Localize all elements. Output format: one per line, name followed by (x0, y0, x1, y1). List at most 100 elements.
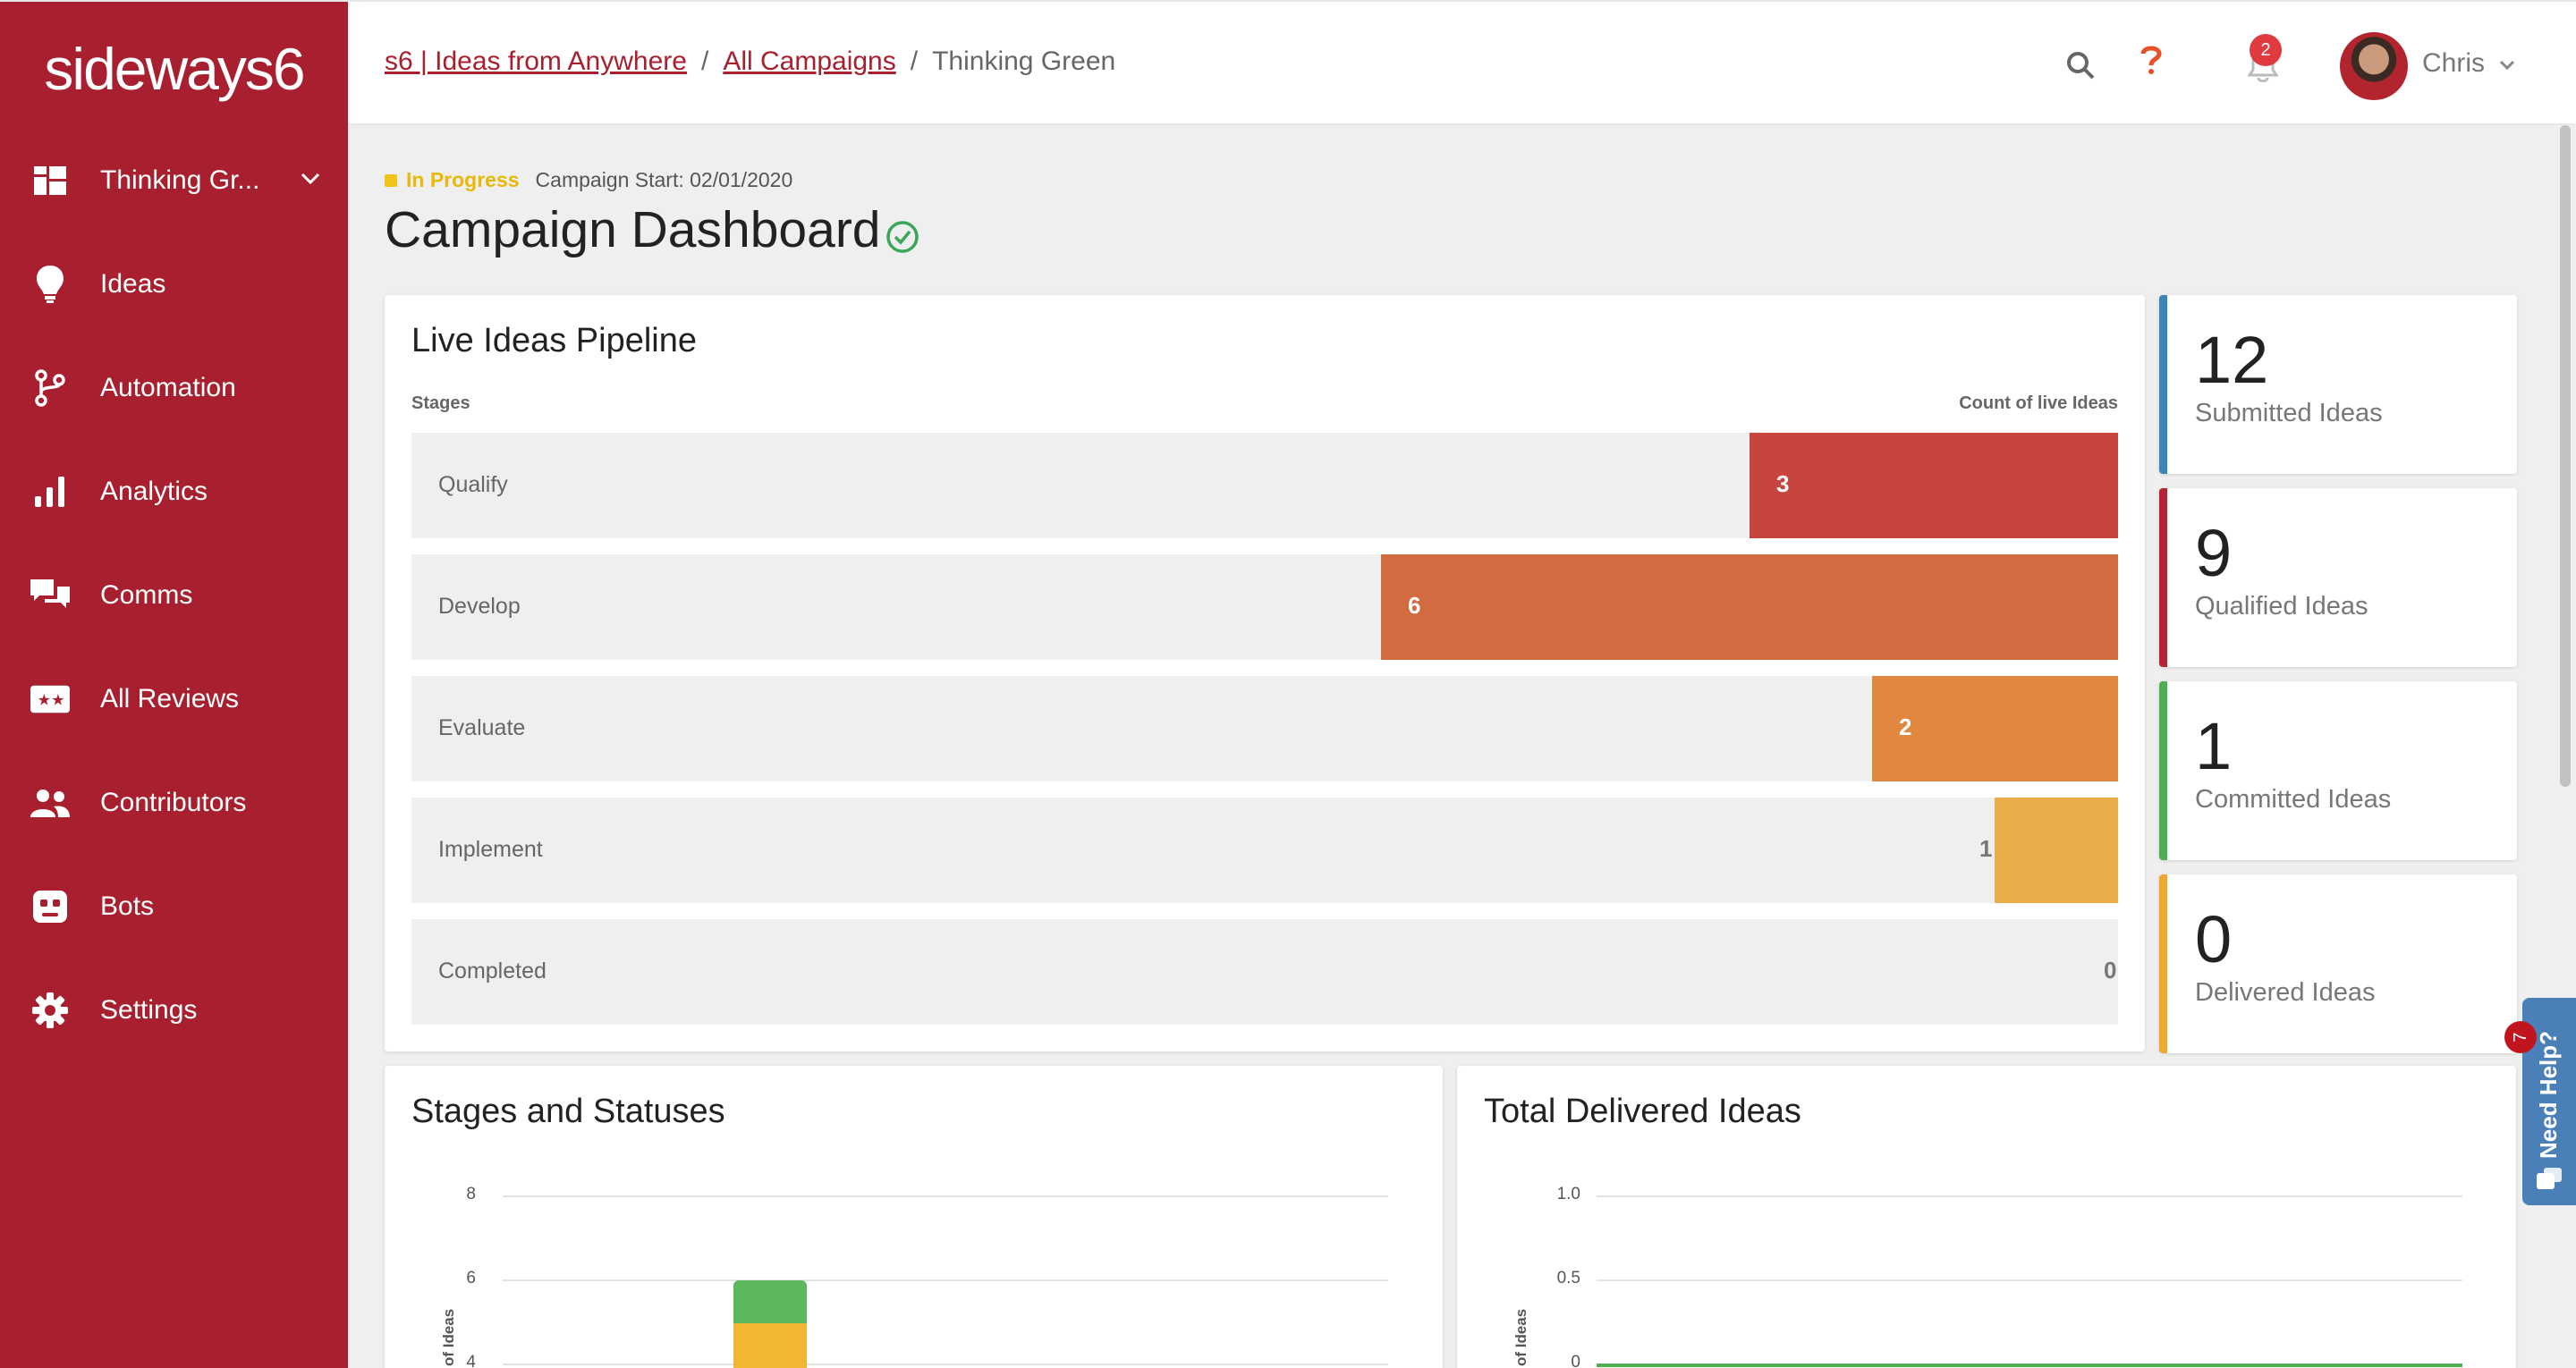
y-tick: 0.5 (1556, 1269, 1580, 1288)
dashboard-icon (30, 161, 70, 200)
stat-value: 0 (2195, 902, 2233, 976)
stat-card-delivered[interactable]: 0 Delivered Ideas (2159, 874, 2517, 1053)
branch-icon (30, 368, 70, 408)
pipeline-row-implement[interactable]: Implement 1 (411, 798, 2118, 903)
chat-bubble-icon (2537, 1168, 2562, 1199)
grid-line (1597, 1279, 2462, 1281)
chevron-down-icon[interactable] (2499, 59, 2515, 75)
pipeline-row-develop[interactable]: Develop 6 (411, 554, 2118, 660)
sidebar-item-label: Contributors (100, 788, 247, 817)
page-scrollbar[interactable] (2560, 125, 2571, 787)
breadcrumb-separator: / (910, 46, 919, 76)
pipeline-count: 1 (1979, 835, 1993, 862)
pipeline-row-evaluate[interactable]: Evaluate 2 (411, 676, 2118, 781)
total-delivered-card: Total Delivered Ideas 1.0 0.5 0 of Ideas (1457, 1066, 2516, 1368)
pipeline-stage-label: Completed (438, 958, 547, 984)
grid-line (1597, 1195, 2462, 1197)
grid-line (503, 1364, 1388, 1365)
y-axis-label: of Ideas (440, 1308, 457, 1366)
pipeline-bar (1995, 798, 2118, 903)
stat-value: 1 (2195, 709, 2233, 783)
stat-label: Submitted Ideas (2195, 399, 2383, 427)
pipeline-count: 3 (1776, 470, 1790, 497)
chart-bar-segment-green[interactable] (733, 1280, 807, 1323)
stat-accent (2159, 681, 2167, 860)
breadcrumb-root-link[interactable]: s6 | Ideas from Anywhere (385, 46, 687, 76)
stat-label: Delivered Ideas (2195, 978, 2376, 1007)
avatar[interactable] (2340, 32, 2408, 100)
card-title: Stages and Statuses (411, 1093, 725, 1130)
sidebar-item-label: Comms (100, 580, 193, 610)
sidebar-item-label: Settings (100, 995, 198, 1025)
sidebar-item-label: Analytics (100, 477, 208, 506)
breadcrumb-campaigns-link[interactable]: All Campaigns (723, 46, 896, 76)
y-tick: 8 (466, 1185, 476, 1203)
delivered-series-line[interactable] (1597, 1364, 2462, 1367)
sidebar-item-analytics[interactable]: Analytics (0, 456, 348, 528)
sidebar-item-label: All Reviews (100, 684, 240, 714)
y-tick: 1.0 (1556, 1185, 1580, 1203)
status-badge: In Progress (406, 168, 520, 191)
sidebar-item-label: Automation (100, 373, 236, 402)
help-count-badge: 7 (2504, 1021, 2537, 1053)
grid-line (503, 1279, 1388, 1281)
pipeline-stage-label: Implement (438, 837, 543, 862)
sidebar-item-ideas[interactable]: Ideas (0, 249, 348, 320)
sidebar-item-automation[interactable]: Automation (0, 352, 348, 424)
ticket-icon: ★★ (30, 680, 70, 719)
sidebar-item-label: Ideas (100, 269, 166, 299)
sidebar-item-comms[interactable]: Comms (0, 560, 348, 631)
pipeline-stage-label: Evaluate (438, 715, 526, 740)
app-logo[interactable]: sideways6 (44, 36, 305, 102)
campaign-name: Thinking Gr... (100, 165, 260, 195)
sidebar-item-contributors[interactable]: Contributors (0, 767, 348, 839)
campaign-selector[interactable]: Thinking Gr... (0, 145, 348, 216)
user-name[interactable]: Chris (2422, 48, 2486, 78)
y-tick: 4 (466, 1353, 476, 1368)
pipeline-row-qualify[interactable]: Qualify 3 (411, 433, 2118, 538)
sidebar-item-bots[interactable]: Bots (0, 871, 348, 942)
pipeline-stage-label: Develop (438, 594, 521, 619)
search-icon[interactable] (2065, 50, 2096, 85)
chat-icon (30, 576, 70, 615)
svg-text:★★: ★★ (38, 692, 65, 710)
check-circle-icon (886, 220, 919, 258)
stat-card-qualified[interactable]: 9 Qualified Ideas (2159, 488, 2517, 667)
chart-bar-segment-yellow[interactable] (733, 1323, 807, 1368)
stat-value: 12 (2195, 323, 2269, 397)
y-tick: 6 (466, 1269, 476, 1288)
lightbulb-icon (30, 265, 70, 304)
pipeline-count: 0 (2104, 957, 2117, 984)
stat-accent (2159, 874, 2167, 1053)
sidebar-item-settings[interactable]: Settings (0, 975, 348, 1046)
notification-badge: 2 (2250, 34, 2282, 66)
pipeline-bar (1381, 554, 2118, 660)
stat-accent (2159, 295, 2167, 474)
sidebar-item-all-reviews[interactable]: ★★ All Reviews (0, 663, 348, 735)
y-tick: 0 (1571, 1353, 1580, 1368)
pipeline-bar (1750, 433, 2118, 538)
stat-label: Qualified Ideas (2195, 592, 2368, 621)
need-help-label: Need Help? (2535, 1030, 2562, 1159)
pipeline-row-completed[interactable]: Completed 0 (411, 919, 2118, 1025)
page-title: Campaign Dashboard (385, 201, 881, 258)
pipeline-count: 6 (1408, 592, 1421, 619)
stat-accent (2159, 488, 2167, 667)
grid-line (503, 1195, 1388, 1197)
sidebar: sideways6 Thinking Gr... Ideas Automatio… (0, 0, 348, 1368)
pipeline-bar (1872, 676, 2118, 781)
breadcrumb-separator: / (700, 46, 709, 76)
help-question-icon[interactable] (2140, 45, 2162, 80)
breadcrumb: s6 | Ideas from Anywhere / All Campaigns… (385, 46, 1115, 77)
robot-icon (30, 887, 70, 926)
stat-card-committed[interactable]: 1 Committed Ideas (2159, 681, 2517, 860)
card-title: Total Delivered Ideas (1484, 1093, 1801, 1130)
campaign-status-line: In Progress Campaign Start: 02/01/2020 (385, 168, 792, 192)
pipeline-stage-label: Qualify (438, 472, 508, 497)
count-header: Count of live Ideas (1959, 393, 2118, 413)
sidebar-item-label: Bots (100, 891, 155, 921)
stat-card-submitted[interactable]: 12 Submitted Ideas (2159, 295, 2517, 474)
chevron-down-icon (301, 173, 320, 190)
stages-statuses-card: Stages and Statuses 8 6 4 of Ideas (385, 1066, 1443, 1368)
live-ideas-pipeline-card: Live Ideas Pipeline Stages Count of live… (385, 295, 2145, 1051)
